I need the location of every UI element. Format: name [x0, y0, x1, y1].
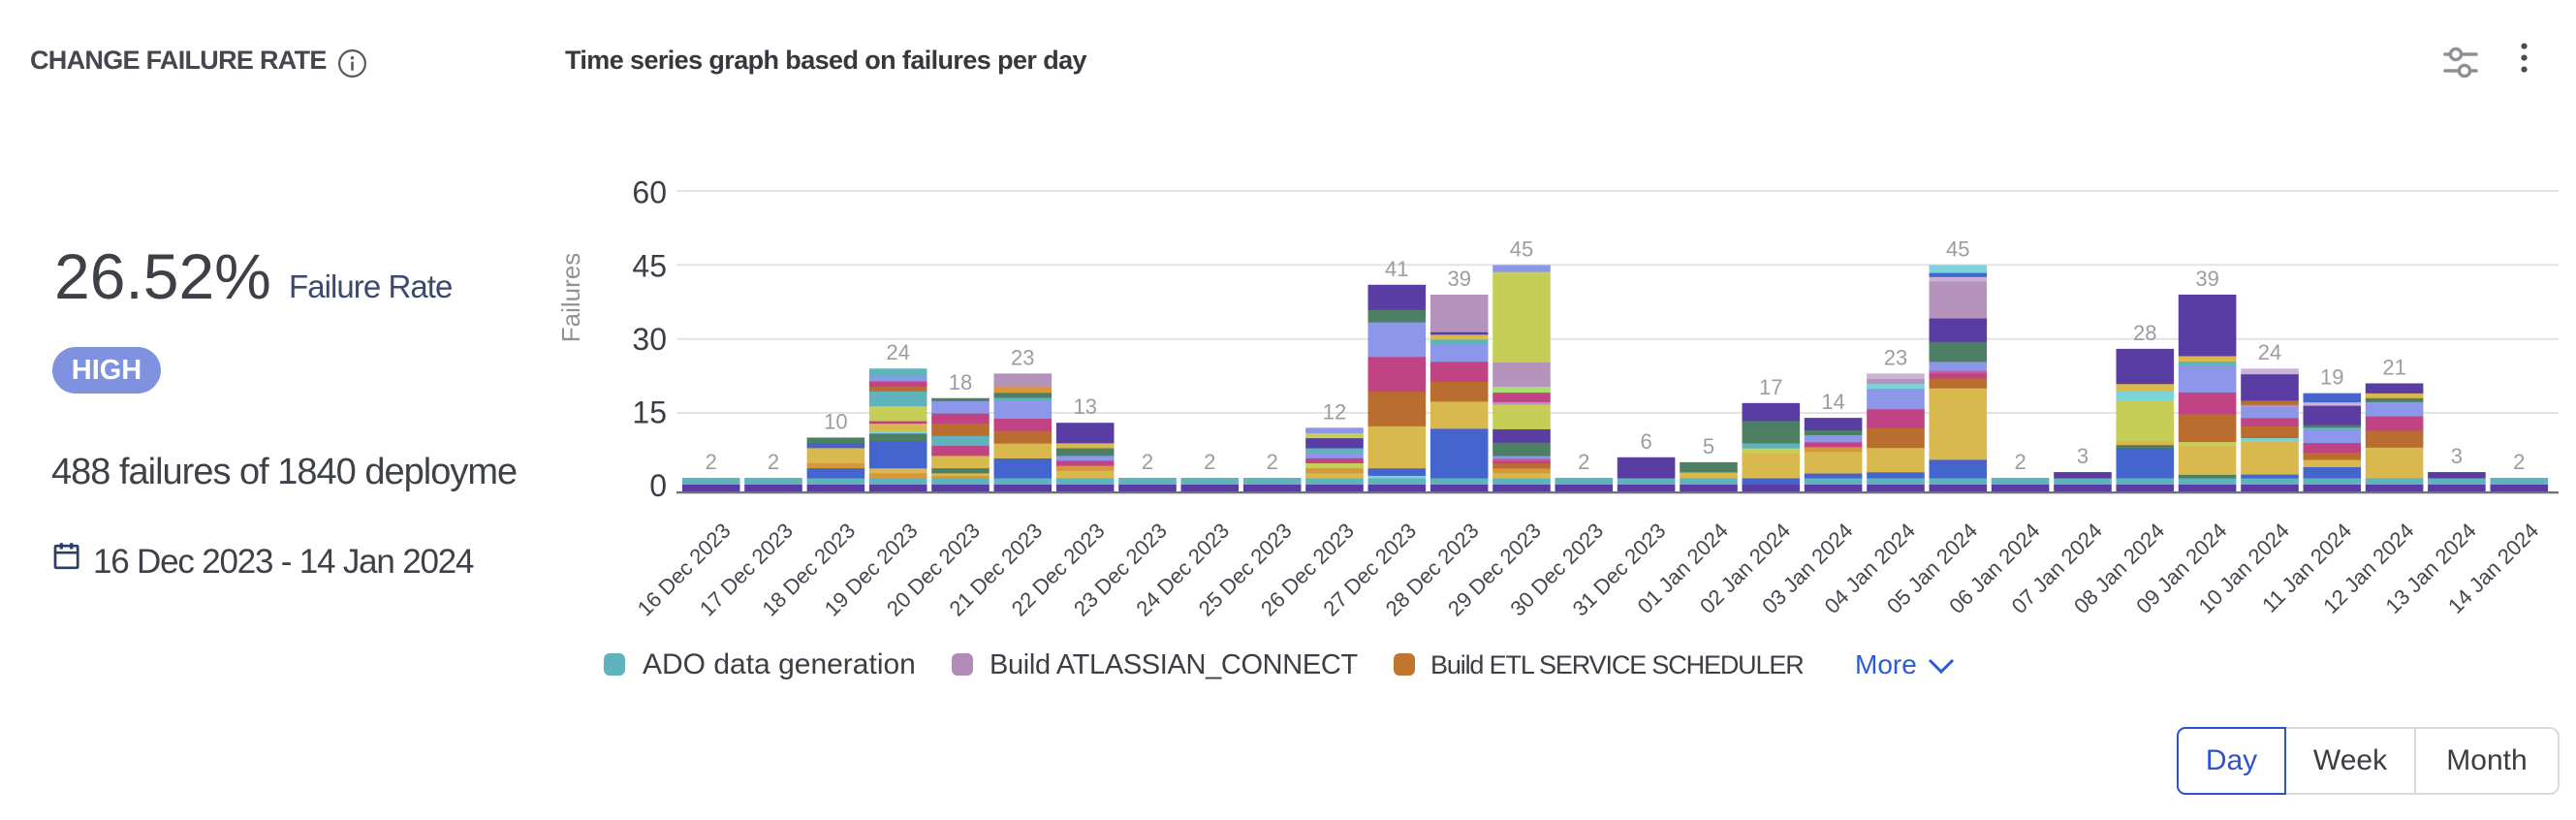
svg-text:13: 13	[1073, 394, 1096, 419]
svg-text:Failures: Failures	[556, 253, 585, 342]
svg-text:24: 24	[886, 340, 909, 364]
svg-text:3: 3	[2451, 444, 2463, 468]
svg-text:41: 41	[1385, 257, 1408, 281]
svg-text:3: 3	[2077, 444, 2089, 468]
svg-text:28: 28	[2133, 321, 2156, 345]
svg-text:2: 2	[2513, 450, 2525, 474]
svg-text:39: 39	[2195, 267, 2218, 291]
svg-text:2: 2	[1204, 450, 1215, 474]
svg-text:45: 45	[632, 249, 667, 284]
svg-text:2: 2	[2014, 450, 2026, 474]
svg-text:14: 14	[1821, 390, 1844, 414]
svg-text:23: 23	[1011, 345, 1034, 369]
svg-text:45: 45	[1946, 237, 1969, 261]
svg-text:5: 5	[1703, 434, 1714, 458]
svg-text:2: 2	[1267, 450, 1278, 474]
svg-text:0: 0	[649, 468, 667, 503]
svg-text:15: 15	[632, 394, 667, 429]
svg-text:6: 6	[1640, 429, 1651, 454]
svg-text:24: 24	[2258, 340, 2281, 364]
svg-text:2: 2	[1142, 450, 1153, 474]
svg-text:10: 10	[824, 409, 847, 433]
svg-text:2: 2	[1578, 450, 1589, 474]
svg-text:30: 30	[632, 322, 667, 357]
svg-text:39: 39	[1447, 267, 1470, 291]
svg-text:2: 2	[706, 450, 717, 474]
svg-text:12: 12	[1323, 399, 1346, 424]
svg-text:60: 60	[632, 175, 667, 210]
svg-text:2: 2	[768, 450, 779, 474]
svg-text:17: 17	[1759, 375, 1782, 399]
svg-text:21: 21	[2382, 356, 2405, 380]
svg-text:19: 19	[2320, 365, 2343, 390]
svg-text:18: 18	[949, 370, 972, 394]
svg-text:23: 23	[1884, 345, 1907, 369]
svg-text:45: 45	[1510, 237, 1533, 261]
